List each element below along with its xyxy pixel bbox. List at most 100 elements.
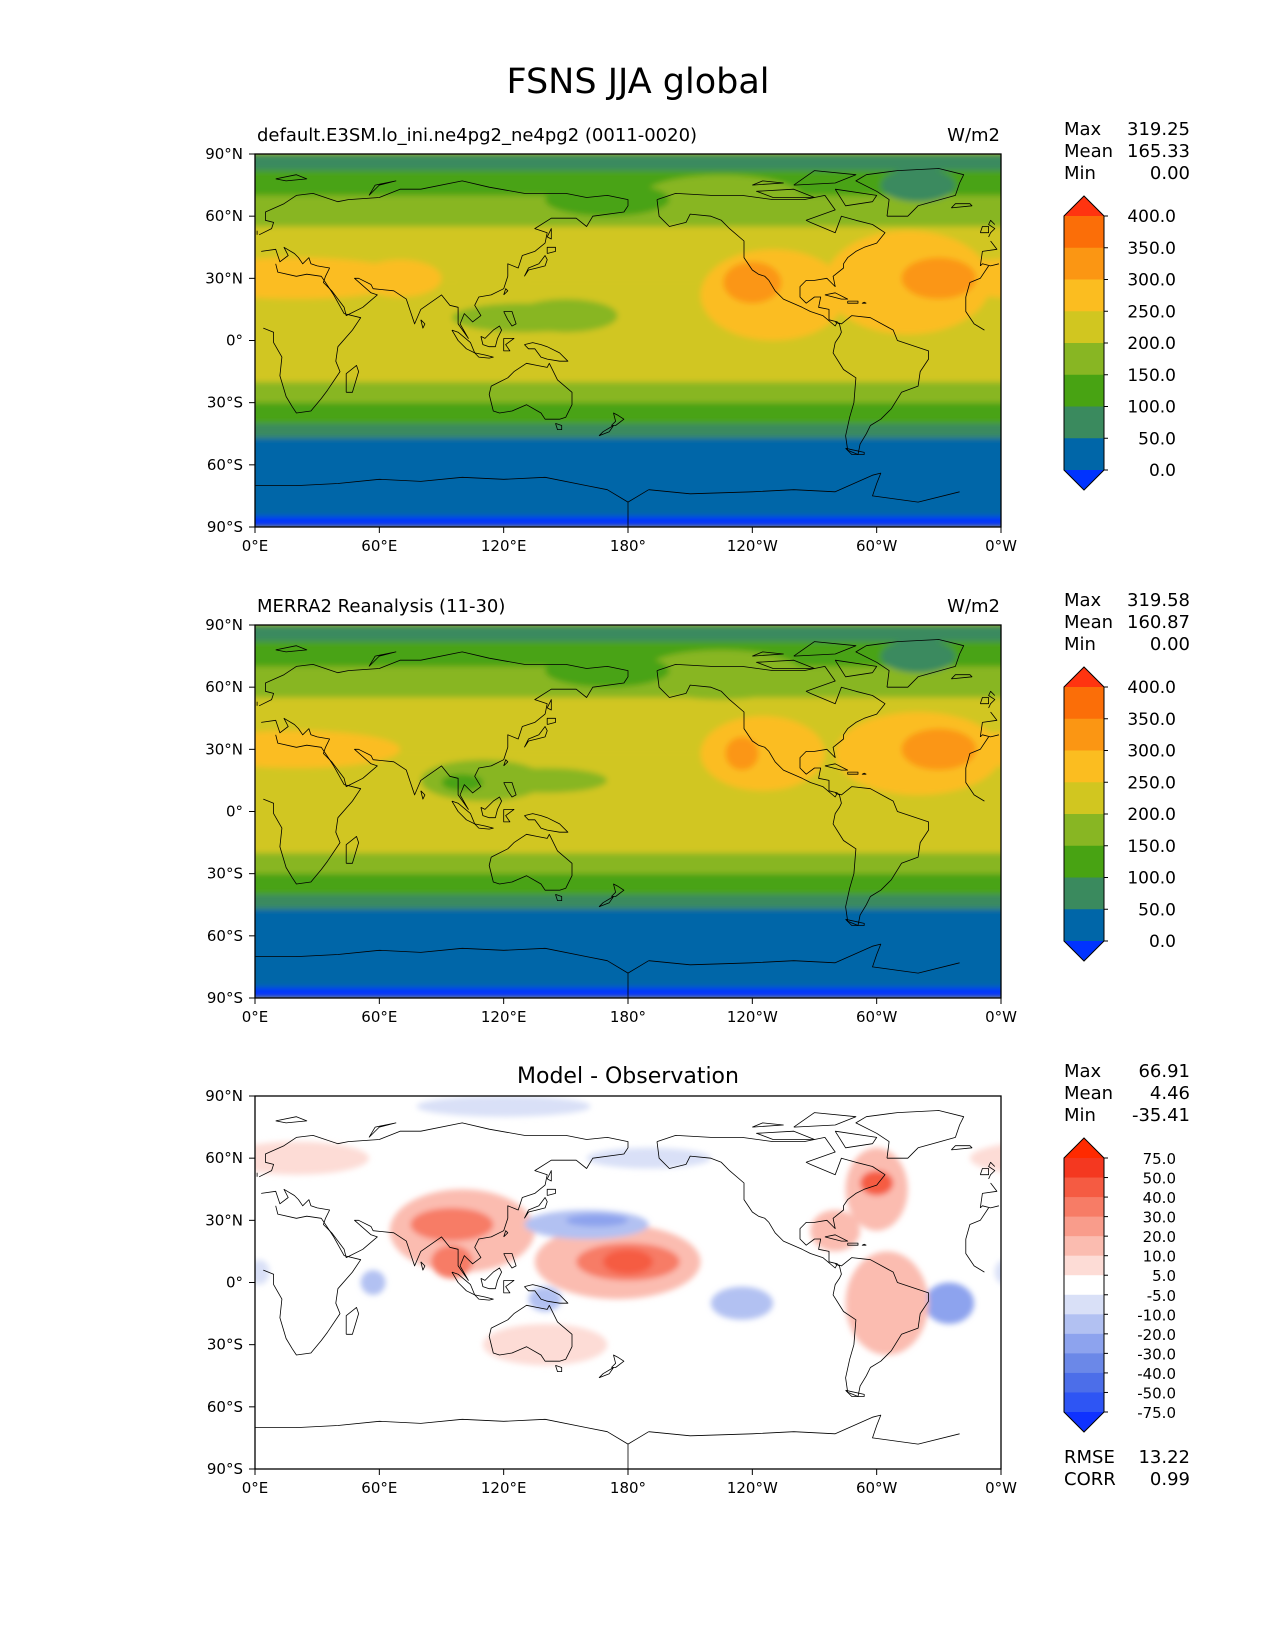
- coastline: [845, 1389, 865, 1397]
- x-tick-label: 60°E: [361, 1479, 397, 1497]
- coastline: [546, 717, 556, 725]
- colorbar: -75.0 -50.0-40.0 -30.0-20.0 -10.0-5.0 5.010.…: [1063, 1137, 1176, 1433]
- coastline: [824, 1234, 849, 1242]
- field-feature: [725, 736, 759, 771]
- colorbar-tick-label: 10.0: [1143, 1248, 1176, 1266]
- colorbar-tick-label: -5.0: [1147, 1287, 1176, 1305]
- colorbar-segment: [1064, 1294, 1104, 1315]
- coastline: [420, 1261, 426, 1271]
- field-feature: [482, 767, 608, 793]
- x-axis: 0°E 60°E 120°E 180° 120°W 60°W 0°W: [242, 1469, 1017, 1497]
- colorbar-segment: [1064, 845, 1104, 878]
- rmse-label: RMSE: [1064, 1447, 1115, 1468]
- x-axis: 0°E 60°E 120°E 180° 120°W 60°W 0°W: [242, 527, 1017, 555]
- coastline: [656, 664, 886, 798]
- coastline: [965, 1239, 985, 1273]
- x-tick-label: 120°E: [481, 537, 527, 555]
- colorbar-tick-label: 200.0: [1127, 334, 1176, 354]
- coastline: [979, 240, 998, 266]
- stat-min-value: -35.41: [1132, 1105, 1190, 1126]
- colorbar-segment: [1064, 311, 1104, 344]
- panel-title: Model - Observation: [517, 1064, 739, 1089]
- coastline: [832, 315, 929, 455]
- colorbar-segment: [1064, 687, 1104, 720]
- coastline: [524, 726, 548, 748]
- coastline: [979, 226, 989, 234]
- colorbar-tick-label: 100.0: [1127, 398, 1176, 418]
- field-feature: [545, 183, 670, 217]
- stat-max-label: Max: [1064, 590, 1102, 611]
- coastline: [555, 423, 563, 431]
- x-tick-label: 180°: [610, 537, 646, 555]
- colorbar-tick-label: 5.0: [1152, 1267, 1176, 1285]
- colorbar-segment: [1064, 909, 1104, 942]
- coastline: [480, 1267, 503, 1290]
- colorbar-tick-label: 400.0: [1127, 678, 1176, 698]
- coastline: [524, 342, 569, 362]
- field-feature: [700, 716, 825, 791]
- coastline: [368, 651, 397, 667]
- x-tick-label: 0°W: [985, 537, 1017, 555]
- y-tick-label: 0°: [226, 332, 243, 350]
- x-tick-label: 120°W: [727, 537, 778, 555]
- stat-max-value: 66.91: [1138, 1061, 1190, 1082]
- map-field: [255, 1096, 1001, 1469]
- coastline: [263, 1205, 362, 1356]
- coastline: [965, 736, 989, 769]
- colorbar-tick-label: 50.0: [1143, 1170, 1176, 1188]
- coastline: [474, 1294, 494, 1301]
- colorbar-segment: [1064, 1353, 1104, 1374]
- colorbar-segment: [1064, 438, 1104, 471]
- colorbar-tick-label: 350.0: [1127, 710, 1176, 730]
- coastline: [420, 790, 426, 800]
- coastline: [756, 659, 815, 669]
- y-tick-label: 0°: [226, 1274, 243, 1292]
- coastline: [951, 203, 973, 209]
- field-feature: [416, 1096, 591, 1117]
- field-feature: [545, 654, 670, 688]
- coastlines: [255, 639, 999, 998]
- coastline: [988, 1161, 996, 1180]
- colorbar-tick-label: 30.0: [1143, 1209, 1176, 1227]
- colorbar-tick-label: 0.0: [1149, 461, 1176, 481]
- colorbar-segment: [1064, 1177, 1104, 1198]
- coastline: [258, 651, 629, 810]
- y-tick-label: 90°S: [207, 518, 243, 536]
- y-tick-label: 90°S: [207, 989, 243, 1007]
- colorbar-tick-label: 40.0: [1143, 1189, 1176, 1207]
- panel-difference: Model - Observation 0°E 60°E 120°E 180° 120°…: [205, 1061, 1190, 1497]
- colorbar-tick-label: -50.0: [1137, 1384, 1176, 1402]
- coastline: [752, 1122, 784, 1128]
- x-tick-label: 0°E: [242, 1479, 269, 1497]
- coastline: [793, 641, 857, 657]
- stat-mean-value: 4.46: [1150, 1083, 1190, 1104]
- stats-block: Max 319.25 Mean 165.33 Min 0.00: [1064, 119, 1190, 184]
- x-tick-label: 0°E: [242, 537, 269, 555]
- stat-max-label: Max: [1064, 119, 1102, 140]
- coastline: [861, 1243, 867, 1246]
- colorbar-extend-max: [1064, 667, 1104, 687]
- coastline: [979, 711, 998, 737]
- coastline: [656, 1135, 886, 1269]
- colorbar-tick-label: 250.0: [1127, 773, 1176, 793]
- colorbar-segment: [1064, 1158, 1104, 1179]
- colorbar-extend-min: [1064, 1412, 1104, 1432]
- stat-min-value: 0.00: [1150, 634, 1190, 655]
- coastline: [480, 325, 503, 348]
- stat-min-value: 0.00: [1150, 163, 1190, 184]
- colorbar-segment: [1064, 343, 1104, 376]
- y-axis: 90°N 60°N 30°N 0° 30°S 60°S 90°S: [205, 145, 255, 536]
- coastline: [255, 1418, 649, 1469]
- coastline: [345, 364, 360, 393]
- x-tick-label: 0°E: [242, 1008, 269, 1026]
- colorbar: 0.0 50.0 100.0 150.0 200.0 250.0 300.0 350.0 400…: [1063, 666, 1176, 962]
- coastline: [611, 412, 625, 426]
- colorbar-tick-label: 150.0: [1127, 837, 1176, 857]
- colorbar: 0.0 50.0 100.0 150.0 200.0 250.0 300.0 350.0 400…: [1063, 195, 1176, 491]
- field-feature: [255, 1141, 369, 1175]
- zonal-band: [255, 381, 1001, 403]
- field-feature: [586, 1147, 711, 1169]
- colorbar-tick-label: 75.0: [1143, 1150, 1176, 1168]
- coastline: [648, 943, 960, 974]
- coastline: [855, 168, 965, 217]
